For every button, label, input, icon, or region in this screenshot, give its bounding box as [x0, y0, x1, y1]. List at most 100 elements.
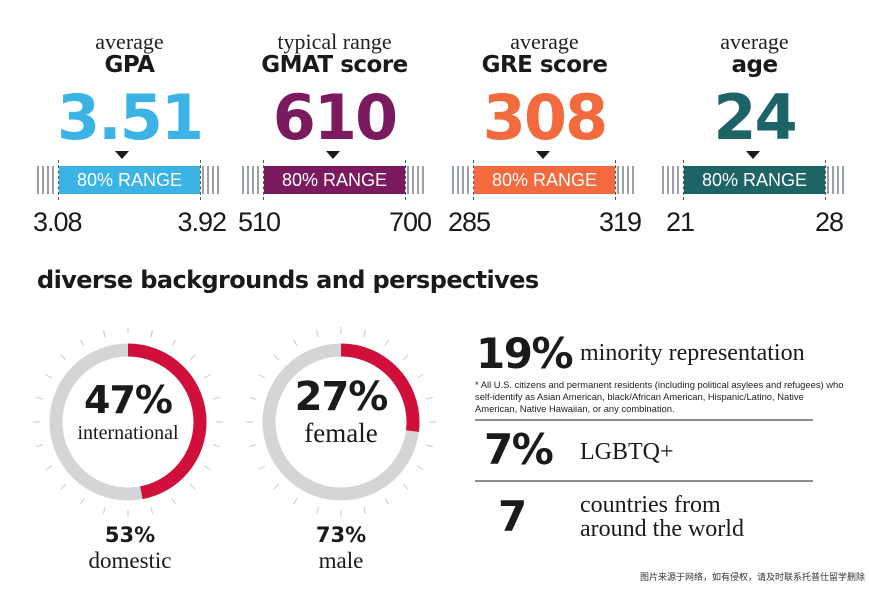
stat-label-main: GPA: [104, 52, 155, 78]
minority-footnote: * All U.S. citizens and permanent reside…: [475, 379, 844, 414]
footer-watermark: 图片来源于网络，如有侵权，请及时联系托普仕留学删除: [639, 573, 865, 583]
donut-tick: [171, 339, 176, 347]
donut-tick: [273, 483, 280, 490]
range-marker-high: [825, 160, 826, 200]
donut-caption: international: [77, 422, 179, 444]
divider: [475, 419, 813, 421]
stat-label-top: typical range: [277, 29, 392, 54]
donut-tick: [402, 354, 409, 361]
donut-tick: [273, 354, 280, 361]
complement-caption: male: [318, 548, 364, 573]
donut-tick: [102, 506, 106, 514]
donut-tick: [293, 497, 298, 505]
countries-count: 7: [498, 492, 527, 541]
donut-tick: [363, 506, 367, 514]
stat-gmat: typical range GMAT score 610 80% RANGE 5…: [238, 0, 432, 250]
range-high: 700: [388, 207, 432, 237]
range-label: 80% RANGE: [684, 166, 825, 194]
range-low: 285: [448, 207, 491, 237]
range-ticks-left: [242, 166, 262, 194]
donut-tick: [60, 483, 67, 490]
range-low: 21: [666, 207, 695, 237]
stat-label-main: GRE score: [481, 52, 608, 78]
donut-chart: [33, 327, 223, 517]
donut-tick: [402, 483, 409, 490]
range-marker-high: [405, 160, 406, 200]
complement-percent: 53%: [104, 523, 156, 547]
range-marker-low: [683, 160, 684, 200]
stat-age: average age 24 80% RANGE 21 28: [662, 0, 847, 250]
range-label: 80% RANGE: [59, 166, 200, 194]
donut-international-complement: 53% domestic: [45, 522, 215, 574]
donut-tick: [171, 497, 176, 505]
range-marker-low: [263, 160, 264, 200]
range-ticks-right: [827, 166, 847, 194]
range-high: 319: [598, 207, 642, 237]
donut-tick: [212, 444, 220, 448]
range-bar: 80% RANGE: [37, 166, 222, 194]
stat-value: 308: [482, 81, 608, 154]
stat-label-main: GMAT score: [261, 52, 408, 78]
pointer-icon: [746, 151, 760, 159]
donut-tick: [150, 506, 154, 514]
section-title: diverse backgrounds and perspectives: [37, 266, 539, 294]
pointer-icon: [115, 151, 129, 159]
stat-value: 610: [272, 81, 398, 154]
donut-tick: [315, 506, 319, 514]
range-ticks-right: [202, 166, 222, 194]
range-marker-high: [615, 160, 616, 200]
stat-label-main: age: [731, 52, 778, 78]
range-label: 80% RANGE: [474, 166, 615, 194]
donut-international: 47% international: [28, 322, 228, 522]
stat-label-top: average: [510, 29, 579, 54]
range-high: 3.92: [177, 207, 227, 237]
donut-tick: [189, 483, 196, 490]
donut-tick: [416, 374, 424, 379]
donut-tick: [293, 339, 298, 347]
range-high: 28: [814, 207, 844, 237]
range-ticks-left: [662, 166, 682, 194]
divider: [475, 480, 813, 482]
pointer-icon: [536, 151, 550, 159]
range-label: 80% RANGE: [264, 166, 405, 194]
countries-label-1: countries from: [580, 492, 721, 518]
complement-percent: 73%: [315, 523, 367, 547]
lgbtq-label: LGBTQ+: [580, 439, 674, 465]
range-ticks-left: [37, 166, 57, 194]
donut-tick: [36, 396, 44, 400]
range-low: 510: [238, 207, 281, 237]
donut-tick: [258, 465, 266, 470]
stat-gpa: average GPA 3.51 80% RANGE 3.08 3.92: [33, 0, 227, 250]
donut-tick: [203, 374, 211, 379]
donut-tick: [36, 444, 44, 448]
minority-percent: 19%: [476, 329, 574, 378]
donut-tick: [249, 444, 257, 448]
donut-tick: [363, 330, 367, 338]
donut-tick: [80, 497, 85, 505]
donut-percent: 27%: [294, 374, 389, 420]
donut-tick: [102, 330, 106, 338]
range-ticks-right: [407, 166, 427, 194]
donut-tick: [384, 497, 389, 505]
donut-tick: [150, 330, 154, 338]
donut-percent: 47%: [84, 378, 173, 422]
donut-tick: [416, 465, 424, 470]
donut-segment: [262, 343, 420, 501]
stat-gre: average GRE score 308 80% RANGE 285 319: [448, 0, 642, 250]
donut-tick: [258, 374, 266, 379]
donut-tick: [425, 444, 433, 448]
complement-caption: domestic: [88, 548, 172, 573]
pointer-icon: [326, 151, 340, 159]
range-marker-low: [58, 160, 59, 200]
donut-female: 27% female: [241, 322, 441, 522]
lgbtq-percent: 7%: [484, 425, 554, 474]
donut-segment: [49, 343, 207, 501]
donut-female-complement: 73% male: [256, 522, 426, 574]
range-bar: 80% RANGE: [662, 166, 847, 194]
countries-label-2: around the world: [580, 516, 744, 542]
range-bar: 80% RANGE: [242, 166, 427, 194]
donut-tick: [45, 465, 53, 470]
range-marker-low: [473, 160, 474, 200]
donut-tick: [212, 396, 220, 400]
stat-label-top: average: [720, 29, 789, 54]
